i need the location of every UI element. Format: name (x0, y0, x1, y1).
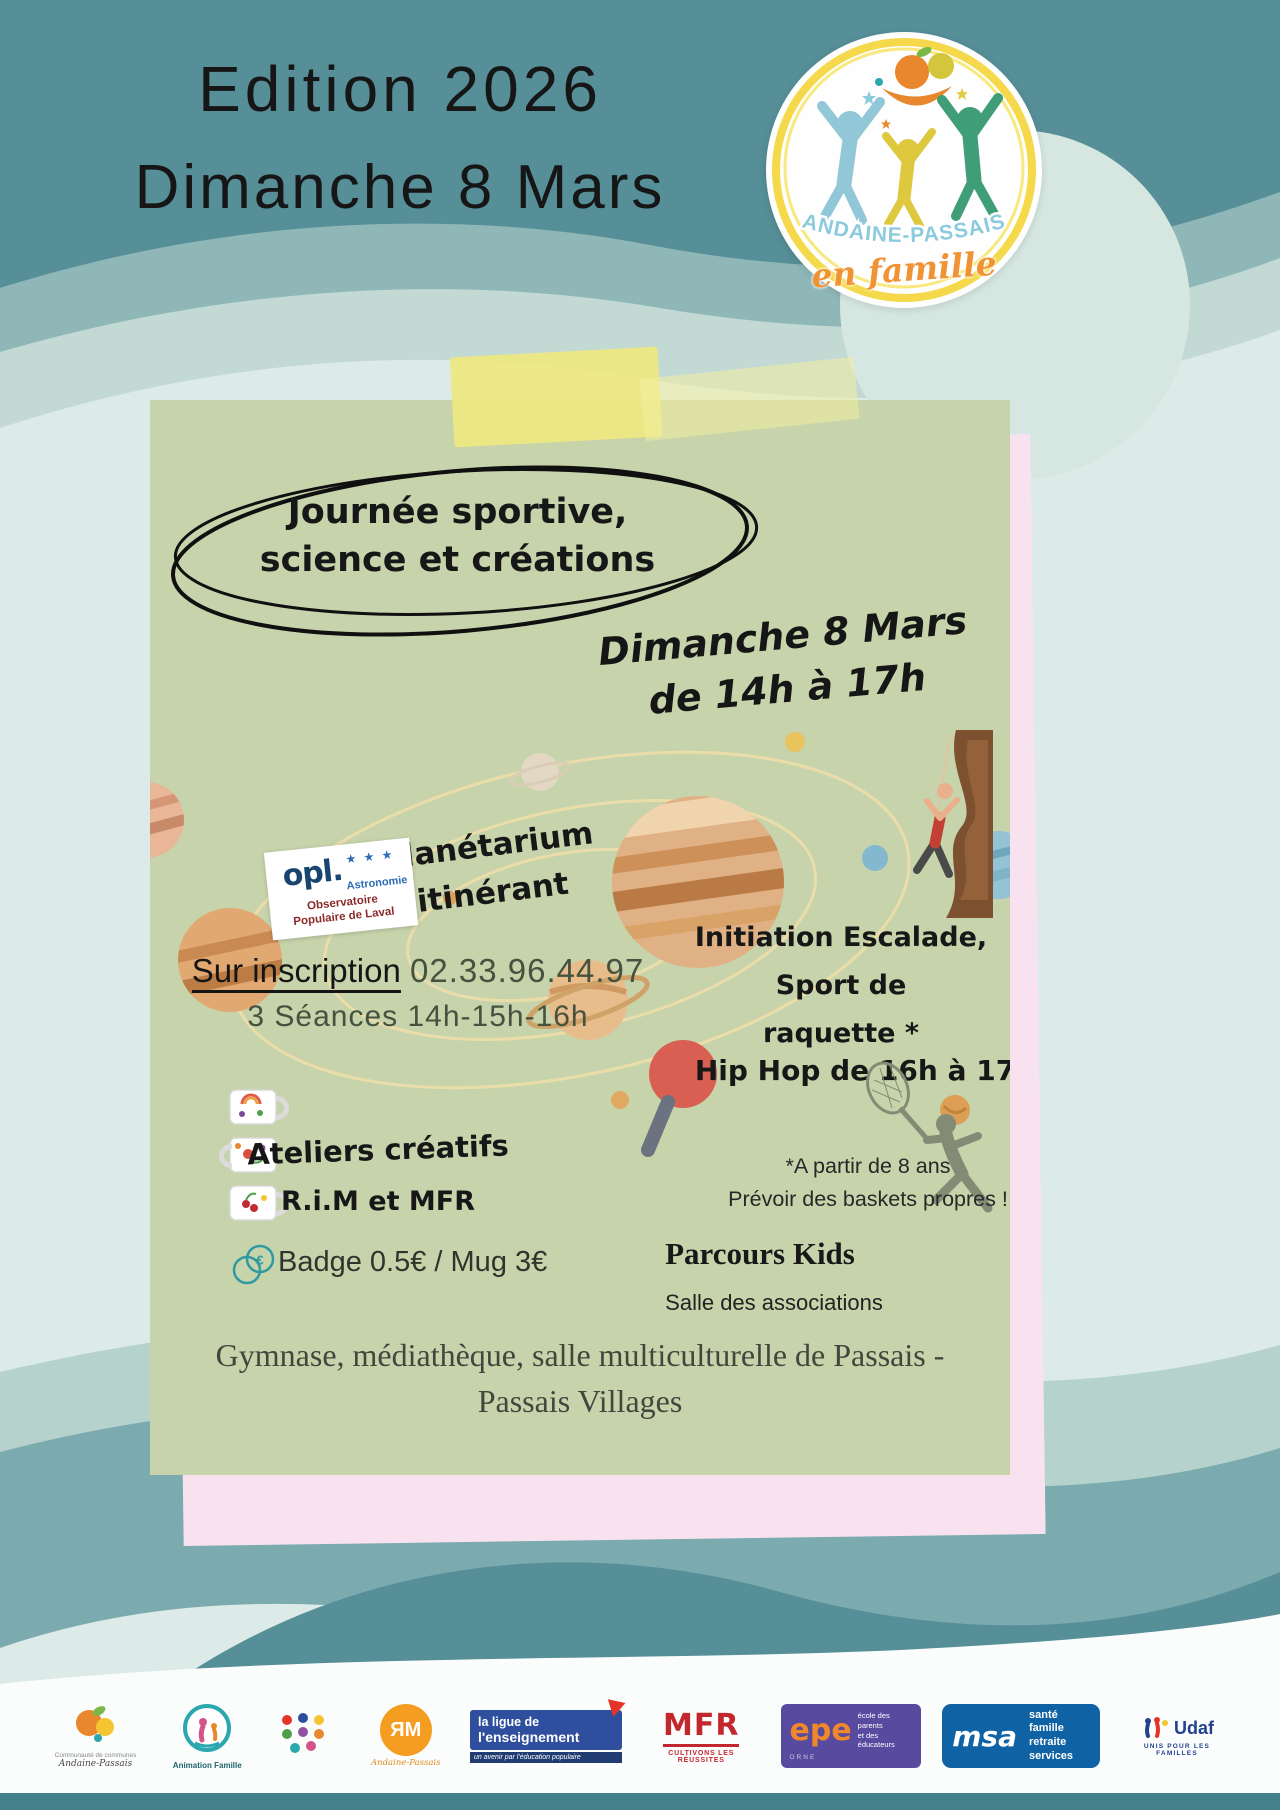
logo-color-dots (272, 1712, 342, 1761)
planet-tan-large (168, 908, 292, 1012)
apples-icon (875, 47, 954, 106)
headline-oval (171, 465, 759, 637)
mfr-name: MFR (663, 1708, 740, 1747)
ping-pong-paddle-icon (641, 1040, 717, 1157)
poster-title: Edition 2026 Dimanche 8 Mars (80, 52, 720, 223)
partner-logos-strip: Communauté de communes Andaine-Passais A… (48, 1680, 1232, 1792)
escalade-line2: raquette * (762, 1018, 920, 1049)
euro-symbol: € (256, 1253, 263, 1268)
msa-word-famille: famille (1029, 1722, 1064, 1735)
salle-text: Salle des associations (665, 1290, 883, 1315)
badge-artwork: ANDAINE-PASSAIS (772, 38, 1036, 302)
udaf-name: Udaf (1174, 1717, 1214, 1738)
msa-word-retraite: retraite (1029, 1736, 1067, 1748)
opl-stars-icon: ★ ★ ★ (344, 847, 395, 867)
udaf-figures-icon (1145, 1717, 1168, 1738)
ligue-box: la ligue de l'enseignement (470, 1698, 626, 1750)
planet-tiny-orange (611, 1091, 629, 1109)
climber-illustration (913, 730, 993, 918)
msa-word-services: services (1029, 1749, 1074, 1762)
msa-word-sante: santé (1029, 1708, 1058, 1721)
parcours-kids-title: Parcours Kids (665, 1236, 855, 1271)
mfr-tagline: CULTIVONS LES RÉUSSITES (668, 1750, 735, 1764)
animation-famille-label: Animation Famille (172, 1761, 242, 1770)
logo-udaf: Udaf UNIS POUR LES FAMILLES (1122, 1715, 1232, 1757)
hiphop-text: Hip Hop de 16h à 17h (694, 1054, 1010, 1087)
venue-text: Gymnase, médiathèque, salle multiculture… (150, 1332, 1010, 1424)
color-dots-icon (281, 1712, 324, 1753)
card-headline: Journée sportive, science et créations (185, 488, 730, 584)
inscription-row: Sur inscription 02.33.96.44.97 (158, 952, 678, 993)
ligue-tagline: un avenir par l'éducation populaire (470, 1751, 622, 1763)
epe-line1: école des parents (857, 1711, 890, 1730)
headline-line2: science et créations (259, 540, 656, 580)
epe-description: école des parents et des éducateurs (858, 1711, 912, 1750)
coins-icon: € (232, 1244, 275, 1285)
msa-words: santé famille retraite services (1029, 1709, 1073, 1764)
epe-region: ORNE (789, 1754, 817, 1761)
logo-msa: msa santé famille retraite services (942, 1704, 1101, 1768)
opl-acronym: opl. (280, 852, 345, 894)
rm-monogram: ЯM (379, 1704, 432, 1756)
mugs-illustration (219, 1089, 289, 1221)
family-figures-icon (817, 93, 1003, 230)
logo-ligue-enseignement: la ligue de l'enseignement un avenir par… (470, 1698, 626, 1763)
logo-communaute-communes: Communauté de communes Andaine-Passais (48, 1703, 143, 1769)
udaf-tagline: UNIS POUR LES FAMILLES (1143, 1743, 1211, 1757)
tape-decoration (449, 346, 663, 448)
animation-famille-icon (183, 1704, 232, 1752)
headline-line1: Journée sportive, (287, 492, 628, 532)
note-line1: *A partir de 8 ans (785, 1154, 951, 1178)
cdc-name: Andaine-Passais (58, 1759, 133, 1769)
age-note: *A partir de 8 ans Prévoir des baskets p… (678, 1150, 1010, 1216)
epe-row: epe école des parents et des éducateurs (790, 1711, 912, 1750)
logo-mfr: MFR CULTIVONS LES RÉUSSITES (644, 1708, 759, 1764)
escalade-line1: Initiation Escalade, Sport de (694, 922, 988, 1001)
andaine-passais-badge: ANDAINE-PASSAIS en famille (766, 32, 1042, 308)
msa-name: msa (952, 1719, 1017, 1753)
event-card: Journée sportive, science et créations D… (150, 400, 1010, 1475)
planet-ringed-beige (508, 753, 572, 791)
epe-name: epe (789, 1712, 852, 1748)
ligue-line1: la ligue de (478, 1714, 540, 1729)
pricing-text: Badge 0.5€ / Mug 3€ (278, 1246, 548, 1278)
ligue-line2: l'enseignement (478, 1728, 580, 1745)
planet-jupiter (600, 786, 796, 968)
planet-tiny-tan (443, 891, 457, 905)
ateliers-partners: R.i.M et MFR (280, 1186, 476, 1217)
badminton-player-icon (866, 1061, 993, 1213)
logo-animation-famille: Animation Famille (165, 1702, 250, 1770)
phone-number: 02.33.96.44.97 (410, 952, 645, 989)
edition-line: Edition 2026 (198, 53, 602, 125)
planet-small-yellow (785, 732, 805, 752)
planet-small-blue (862, 845, 888, 871)
red-pennant-icon (604, 1698, 626, 1719)
escalade-text: Initiation Escalade, Sport de raquette * (656, 914, 1010, 1058)
logo-rm-mediatheques: ЯM Andaine-Passais (363, 1704, 448, 1768)
inscription-label: Sur inscription (191, 952, 401, 993)
rm-label: Andaine-Passais (371, 1758, 441, 1768)
logo-epe: epe école des parents et des éducateurs … (780, 1704, 921, 1768)
udaf-row: Udaf (1122, 1715, 1232, 1741)
note-line2: Prévoir des baskets propres ! (728, 1187, 1008, 1211)
epe-line2: et des éducateurs (857, 1730, 895, 1750)
opl-logo: opl. ★ ★ ★ Astronomie Observatoire Popul… (263, 837, 419, 940)
planet-saturn (526, 960, 650, 1040)
venue-line1: Gymnase, médiathèque, salle multiculture… (215, 1337, 945, 1373)
sessions-info: 3 Séances 14h-15h-16h (247, 1000, 589, 1033)
cdc-apples-icon (75, 1706, 114, 1742)
planet-left-striped (150, 782, 193, 858)
venue-line2: Passais Villages (477, 1383, 683, 1419)
cdc-label: Communauté de communes (54, 1752, 137, 1759)
date-line: Dimanche 8 Mars (134, 153, 666, 222)
